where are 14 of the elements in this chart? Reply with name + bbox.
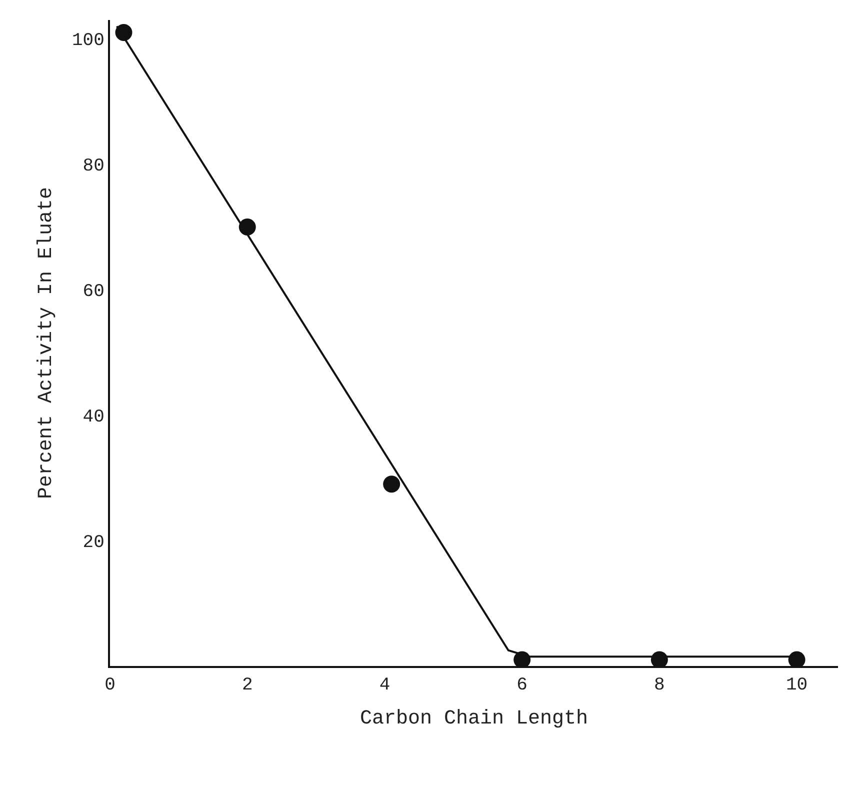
x-tick-label: 10 <box>786 676 808 696</box>
point <box>383 476 400 493</box>
y-tick-label: 80 <box>82 156 104 177</box>
x-tick-label: 4 <box>379 676 390 696</box>
y-tick-label: 40 <box>82 407 104 428</box>
y-tick-label: 100 <box>72 31 104 52</box>
x-tick-label: 0 <box>104 676 116 696</box>
x-axis-title: Carbon Chain Length <box>360 708 588 731</box>
y-axis-title: Percent Activity In Eluate <box>34 186 58 500</box>
y-tick-label: 20 <box>82 532 104 553</box>
x-tick-label: 2 <box>242 676 253 696</box>
y-tick-label: 60 <box>82 282 104 302</box>
x-tick-label: 8 <box>654 676 665 696</box>
x-tick-label: 6 <box>516 676 528 696</box>
